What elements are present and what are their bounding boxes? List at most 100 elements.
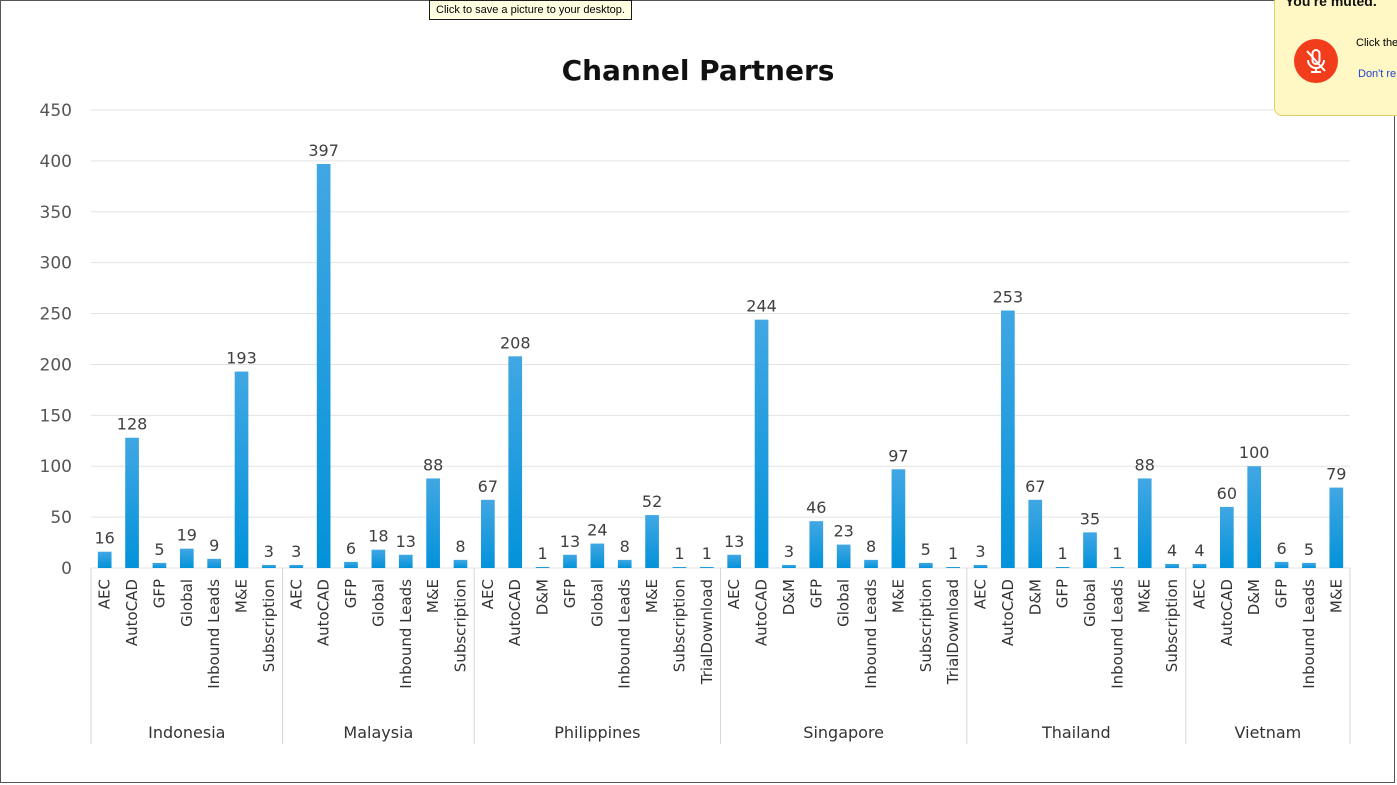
data-label: 18 bbox=[368, 527, 388, 546]
bar bbox=[836, 544, 851, 568]
category-label: AEC bbox=[287, 579, 305, 609]
bar bbox=[1137, 478, 1152, 568]
data-label: 208 bbox=[500, 333, 531, 352]
group-label: Philippines bbox=[554, 723, 640, 742]
bar bbox=[289, 564, 304, 568]
data-label: 9 bbox=[209, 536, 219, 555]
bar bbox=[1192, 563, 1207, 568]
bar bbox=[426, 478, 440, 568]
category-label: Inbound Leads bbox=[397, 579, 415, 689]
category-label: Global bbox=[835, 579, 853, 627]
category-label: GFP bbox=[1273, 579, 1291, 608]
data-label: 35 bbox=[1080, 509, 1100, 528]
bar bbox=[754, 319, 769, 568]
category-label: AutoCAD bbox=[123, 579, 141, 646]
y-tick-label: 350 bbox=[40, 203, 72, 223]
bar bbox=[727, 554, 742, 568]
y-tick-label: 0 bbox=[61, 559, 72, 579]
bar bbox=[590, 543, 605, 568]
category-label: M&E bbox=[1136, 579, 1154, 613]
y-tick-label: 300 bbox=[40, 254, 72, 274]
category-label: Subscription bbox=[260, 579, 278, 672]
bar bbox=[1165, 563, 1179, 568]
category-label: Inbound Leads bbox=[862, 579, 880, 689]
category-label: GFP bbox=[150, 579, 168, 608]
category-label: AutoCAD bbox=[753, 579, 771, 646]
category-label: AutoCAD bbox=[999, 579, 1017, 646]
data-label: 8 bbox=[866, 537, 876, 556]
data-label: 79 bbox=[1326, 465, 1346, 484]
bar bbox=[152, 562, 167, 568]
data-label: 397 bbox=[308, 141, 339, 160]
tooltip-text: Click to save a picture to your desktop. bbox=[436, 4, 625, 16]
data-label: 8 bbox=[455, 537, 465, 556]
data-label: 16 bbox=[95, 529, 115, 548]
category-label: Inbound Leads bbox=[616, 579, 634, 689]
data-label: 46 bbox=[806, 498, 826, 517]
data-label: 3 bbox=[784, 542, 794, 561]
data-label: 6 bbox=[1276, 539, 1286, 558]
category-label: Subscription bbox=[1163, 579, 1181, 672]
y-tick-label: 50 bbox=[50, 508, 72, 528]
bar bbox=[262, 564, 276, 568]
category-label: D&M bbox=[534, 579, 552, 615]
data-label: 67 bbox=[1025, 477, 1045, 496]
category-label: GFP bbox=[342, 579, 360, 608]
y-axis-ticks: 0 50 100 150 200 250 300 350 400 450 bbox=[40, 101, 72, 579]
data-label: 97 bbox=[888, 446, 908, 465]
save-picture-tooltip: Click to save a picture to your desktop. bbox=[429, 0, 632, 20]
category-label: AEC bbox=[479, 579, 497, 609]
category-label: TrialDownload bbox=[944, 579, 962, 685]
category-label: Subscription bbox=[670, 579, 688, 672]
dont-remind-link[interactable]: Don't re bbox=[1358, 68, 1397, 80]
category-label: Global bbox=[588, 579, 606, 627]
mute-notification[interactable]: You're muted. Click the Don't re bbox=[1274, 0, 1397, 116]
category-label: D&M bbox=[1245, 579, 1263, 615]
group-label: Indonesia bbox=[148, 723, 225, 742]
bar bbox=[699, 566, 714, 568]
category-label: Global bbox=[369, 579, 387, 627]
bar bbox=[1247, 466, 1262, 568]
data-label: 253 bbox=[993, 288, 1024, 307]
y-tick-label: 100 bbox=[40, 457, 72, 477]
bar bbox=[1055, 566, 1070, 568]
bar bbox=[617, 559, 632, 568]
category-label: D&M bbox=[1026, 579, 1044, 615]
bar bbox=[207, 558, 222, 568]
bar bbox=[946, 566, 960, 568]
bar bbox=[918, 562, 933, 568]
data-label: 5 bbox=[1304, 540, 1314, 559]
bar bbox=[481, 499, 495, 568]
bar bbox=[1329, 487, 1344, 568]
x-axis-categories: AEC AutoCAD GFP Global Inbound Leads M&E Subsc… bbox=[96, 579, 1346, 689]
category-label: M&E bbox=[889, 579, 907, 613]
category-label: AEC bbox=[972, 579, 990, 609]
bar bbox=[891, 469, 906, 568]
data-label: 6 bbox=[346, 539, 356, 558]
microphone-muted-icon[interactable] bbox=[1294, 39, 1338, 83]
data-label: 1 bbox=[538, 544, 548, 563]
category-label: AutoCAD bbox=[315, 579, 333, 646]
category-label: Global bbox=[178, 579, 196, 627]
group-label: Singapore bbox=[803, 723, 884, 742]
category-label: M&E bbox=[643, 579, 661, 613]
category-label: AEC bbox=[1190, 579, 1208, 609]
mute-body-text: Click the bbox=[1356, 37, 1397, 49]
data-label: 1 bbox=[1112, 544, 1122, 563]
bar bbox=[508, 356, 523, 568]
data-label: 1 bbox=[948, 544, 958, 563]
y-tick-label: 400 bbox=[40, 152, 72, 172]
bar bbox=[344, 561, 358, 568]
data-label: 1 bbox=[702, 544, 712, 563]
data-label: 5 bbox=[154, 540, 164, 559]
bar bbox=[453, 559, 468, 568]
data-label: 3 bbox=[264, 542, 274, 561]
data-label: 19 bbox=[177, 526, 197, 545]
data-label: 193 bbox=[226, 349, 257, 368]
bar bbox=[973, 564, 988, 568]
bar bbox=[672, 566, 687, 568]
data-label: 4 bbox=[1167, 541, 1177, 560]
bar bbox=[1274, 561, 1289, 568]
